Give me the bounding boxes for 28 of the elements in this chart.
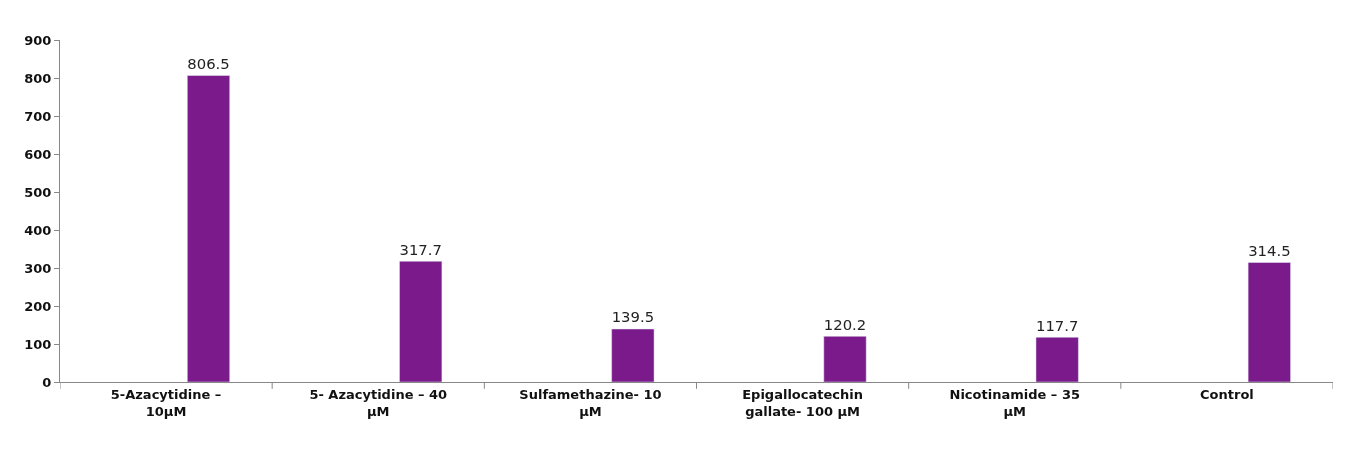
bar [187,75,230,382]
y-tick-label: 600 [24,146,52,162]
y-tick-label: 400 [24,222,52,238]
x-tick-label: Nicotinamide – 35 µM [949,386,1080,419]
bar [1035,337,1079,382]
bar [611,328,655,382]
data-label: 806.5 [187,54,230,72]
y-tick-label: 700 [24,108,52,124]
y-tick-label: 0 [42,374,52,390]
y-tick-label: 200 [24,298,52,314]
y-tick-label: 500 [24,184,52,200]
data-label: 117.7 [1036,316,1079,334]
bar [823,336,867,382]
data-label: 314.5 [1248,241,1291,259]
data-label: 139.5 [611,308,655,326]
x-tick-label: Sulfamethazine- 10 µM [519,386,662,419]
x-tick-label: Epigallocatechin gallate- 100 µM [742,386,863,419]
x-tick-label: Control [1200,386,1254,402]
x-tick-label: 5-Azacytidine – 10µM [110,386,222,419]
data-label: 120.2 [823,315,867,333]
y-tick-label: 300 [24,260,52,276]
y-tick-label: 800 [24,70,52,86]
x-tick-label: 5- Azacytidine – 40 µM [309,386,448,419]
bar [399,261,443,382]
bar [1247,262,1291,382]
y-tick-label: 900 [24,32,52,48]
y-tick-label: 100 [24,336,52,352]
data-label: 317.7 [399,240,442,258]
